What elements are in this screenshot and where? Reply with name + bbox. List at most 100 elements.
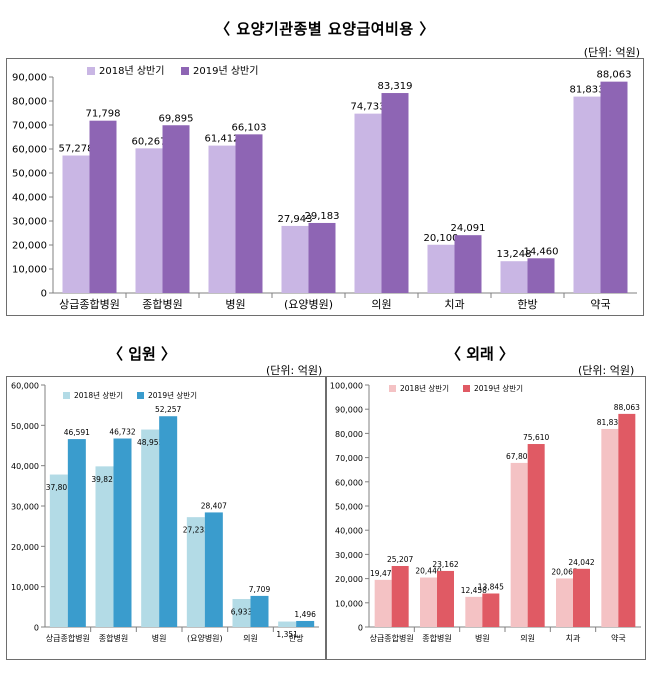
- data-label: 74,733: [351, 102, 386, 113]
- legend-swatch: [389, 385, 396, 392]
- bar-2019: [250, 595, 269, 627]
- bar-2019: [527, 258, 555, 293]
- bar-2018: [465, 596, 483, 627]
- data-label: 19,477: [370, 569, 396, 578]
- legend-swatch: [87, 67, 95, 75]
- y-tick-label: 50,000: [12, 169, 47, 180]
- x-category-label: 병원: [475, 634, 490, 643]
- y-tick-label: 70,000: [12, 121, 47, 132]
- main-chart-title: 〈 요양기관종별 요양급여비용 〉: [215, 20, 435, 38]
- x-category-label: 상급종합병원: [46, 633, 90, 643]
- inpatient-unit-label: (단위: 억원): [266, 364, 323, 377]
- legend-label: 2019년 상반기: [193, 65, 258, 77]
- legend-swatch: [63, 392, 70, 399]
- bar-2018: [374, 579, 392, 627]
- data-label: 61,412: [205, 134, 240, 145]
- data-label: 13,248: [497, 249, 532, 260]
- bar-2018: [278, 621, 297, 627]
- bar-2018: [186, 517, 205, 627]
- x-category-label: 병원: [152, 634, 167, 643]
- bar-2018: [427, 244, 455, 293]
- data-label: 23,162: [432, 560, 458, 569]
- y-tick-label: 90,000: [12, 73, 47, 84]
- data-label: 29,183: [305, 211, 340, 222]
- x-category-label: 상급종합병원: [59, 298, 120, 311]
- legend-label: 2018년 상반기: [74, 390, 123, 400]
- x-category-label: 종합병원: [142, 298, 182, 311]
- bar-2019: [391, 565, 409, 627]
- bar-2019: [204, 512, 223, 627]
- data-label: 12,458: [461, 586, 487, 595]
- y-tick-label: 60,000: [11, 382, 39, 391]
- bar-2018: [281, 225, 309, 293]
- y-tick-label: 20,000: [12, 241, 47, 252]
- bar-2019: [67, 439, 86, 627]
- inpatient-title: 〈 입원 〉: [108, 345, 177, 363]
- y-tick-label: 40,000: [335, 527, 363, 536]
- bar-2018: [420, 577, 437, 627]
- data-label: 24,091: [451, 223, 486, 234]
- bar-2019: [482, 593, 500, 627]
- legend-label: 2018년 상반기: [99, 65, 164, 77]
- bar-2019: [600, 81, 628, 293]
- data-label: 1,496: [294, 610, 316, 619]
- y-tick-label: 80,000: [335, 430, 363, 439]
- data-label: 13,845: [478, 582, 504, 591]
- bar-2019: [235, 134, 263, 293]
- x-category-label: (요양병원): [187, 634, 223, 643]
- bar-2018: [573, 96, 601, 293]
- x-category-label: 상급종합병원: [370, 633, 414, 643]
- data-label: 39,827: [91, 475, 117, 484]
- data-label: 6,933: [231, 608, 253, 617]
- x-category-label: 치과: [566, 634, 581, 643]
- data-label: 46,732: [109, 428, 135, 437]
- bar-2018: [354, 113, 382, 293]
- x-category-label: 한방: [517, 298, 537, 311]
- y-tick-label: 10,000: [12, 265, 47, 276]
- x-category-label: 의원: [520, 633, 535, 643]
- y-tick-label: 30,000: [11, 503, 39, 512]
- bar-2018: [556, 578, 573, 627]
- y-tick-label: 80,000: [12, 97, 47, 108]
- bar-2018: [62, 155, 90, 293]
- bar-2019: [437, 570, 454, 627]
- y-tick-label: 50,000: [335, 503, 363, 512]
- legend-swatch: [137, 392, 144, 399]
- bar-2019: [89, 120, 117, 293]
- y-tick-label: 60,000: [12, 145, 47, 156]
- y-tick-label: 0: [34, 624, 39, 633]
- inpatient-chart: 0 10,000 20,000 30,000 40,000 50,000 60,000 상급종…: [11, 382, 319, 643]
- legend-swatch: [181, 67, 189, 75]
- outpatient-chart-frame: 0 10,000 20,000 30,000 40,000 50,000 60,000 70,…: [326, 376, 646, 660]
- bar-2018: [95, 466, 114, 627]
- x-category-label: 종합병원: [99, 634, 128, 643]
- main-chart: 0 10,000 20,000 30,000 40,000 50,000 60,000 70,…: [12, 65, 637, 311]
- data-label: 71,798: [86, 109, 121, 120]
- data-label: 81,833: [597, 418, 623, 427]
- data-label: 66,103: [232, 122, 267, 133]
- outpatient-unit-label: (단위: 억원): [578, 364, 635, 377]
- data-label: 20,100: [424, 233, 459, 244]
- data-label: 60,267: [132, 136, 167, 147]
- data-label: 75,610: [523, 433, 549, 442]
- bar-2019: [159, 416, 178, 627]
- y-tick-label: 100,000: [330, 382, 363, 391]
- data-label: 25,207: [387, 555, 413, 564]
- bar-2018: [601, 428, 619, 627]
- x-category-label: 종합병원: [422, 634, 451, 643]
- data-label: 37,801: [46, 483, 72, 492]
- data-label: 67,800: [506, 452, 532, 461]
- legend-label: 2019년 상반기: [474, 383, 523, 393]
- bar-2019: [454, 235, 482, 293]
- data-label: 24,042: [568, 558, 594, 567]
- bar-2019: [308, 222, 336, 293]
- x-category-label: (요양병원): [284, 298, 333, 311]
- data-label: 27,943: [278, 214, 313, 225]
- data-label: 83,319: [378, 81, 413, 92]
- main-unit-label: (단위: 억원): [583, 46, 640, 59]
- data-label: 7,709: [249, 585, 271, 594]
- x-category-label: 의원: [243, 633, 258, 643]
- x-category-label: 약국: [611, 633, 626, 643]
- bar-2019: [113, 438, 132, 627]
- x-category-label: 병원: [225, 298, 245, 311]
